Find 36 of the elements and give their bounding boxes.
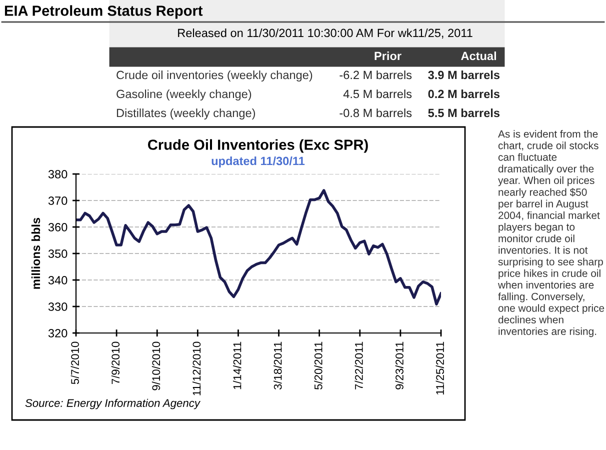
data-label: -6.2 M barrels bbox=[340, 70, 412, 80]
text: Released on 11/30/2011 10:30:00 AM For wk11/25, 2011 bbox=[178, 28, 472, 39]
line-series bbox=[76, 189, 441, 306]
y-tick-label: 380 bbox=[48, 170, 68, 178]
text: As is evident from the chart, crude oil stocks can fluctuate dramatically over the year. When oil prices nearly reached $50 per barrel in August 2004, financial market players began to monitor crude oil inventories. It is not surprising to see sharp price hikes in crude oil when inventories are falling. Conversely, one would expect price declines when inventories are rising. bbox=[498, 130, 604, 338]
x-tick-label: 1/14/2011 bbox=[233, 342, 242, 390]
category-label: Crude oil inventories (weekly change) bbox=[116, 70, 312, 82]
y-tick-label: 340 bbox=[48, 276, 68, 284]
source-note: Source: Energy Information Agency bbox=[25, 398, 201, 410]
x-tick-label: 7/22/2011 bbox=[354, 342, 363, 390]
text: Actual bbox=[461, 52, 496, 60]
data-label: 4.5 M barrels bbox=[343, 90, 412, 98]
category-label: Gasoline (weekly change) bbox=[116, 90, 252, 100]
y-tick-label: 330 bbox=[48, 302, 68, 311]
data-label: -0.8 M barrels bbox=[340, 108, 412, 118]
data-label: 0.2 M barrels bbox=[428, 90, 500, 98]
x-tick-label: 5/7/2010 bbox=[70, 342, 79, 384]
x-tick-label: 7/9/2010 bbox=[111, 342, 120, 384]
text: Prior bbox=[374, 52, 402, 60]
x-tick-label: 11/12/2010 bbox=[192, 342, 201, 396]
y-tick-label: 350 bbox=[48, 250, 68, 258]
data-label: 3.9 M barrels bbox=[428, 70, 500, 80]
x-tick-label: 9/10/2010 bbox=[152, 342, 160, 390]
chart-subtitle: updated 11/30/11 bbox=[212, 156, 305, 168]
x-tick-label: 3/18/2011 bbox=[274, 342, 282, 390]
x-tick-label: 5/20/2011 bbox=[314, 342, 322, 390]
y-tick-label: 320 bbox=[48, 329, 68, 338]
y-tick-label: 360 bbox=[48, 223, 68, 232]
chart-title: Crude Oil Inventories (Exc SPR) bbox=[148, 139, 368, 153]
x-tick-label: 9/23/2011 bbox=[395, 342, 404, 390]
y-axis-title: millions bbls bbox=[31, 218, 40, 289]
category-label: Distillates (weekly change) bbox=[116, 108, 256, 120]
data-label: 5.5 M barrels bbox=[428, 108, 500, 118]
x-tick-label: 11/25/2011 bbox=[436, 342, 444, 394]
y-tick-label: 370 bbox=[48, 196, 68, 205]
text: EIA Petroleum Status Report bbox=[4, 5, 203, 19]
